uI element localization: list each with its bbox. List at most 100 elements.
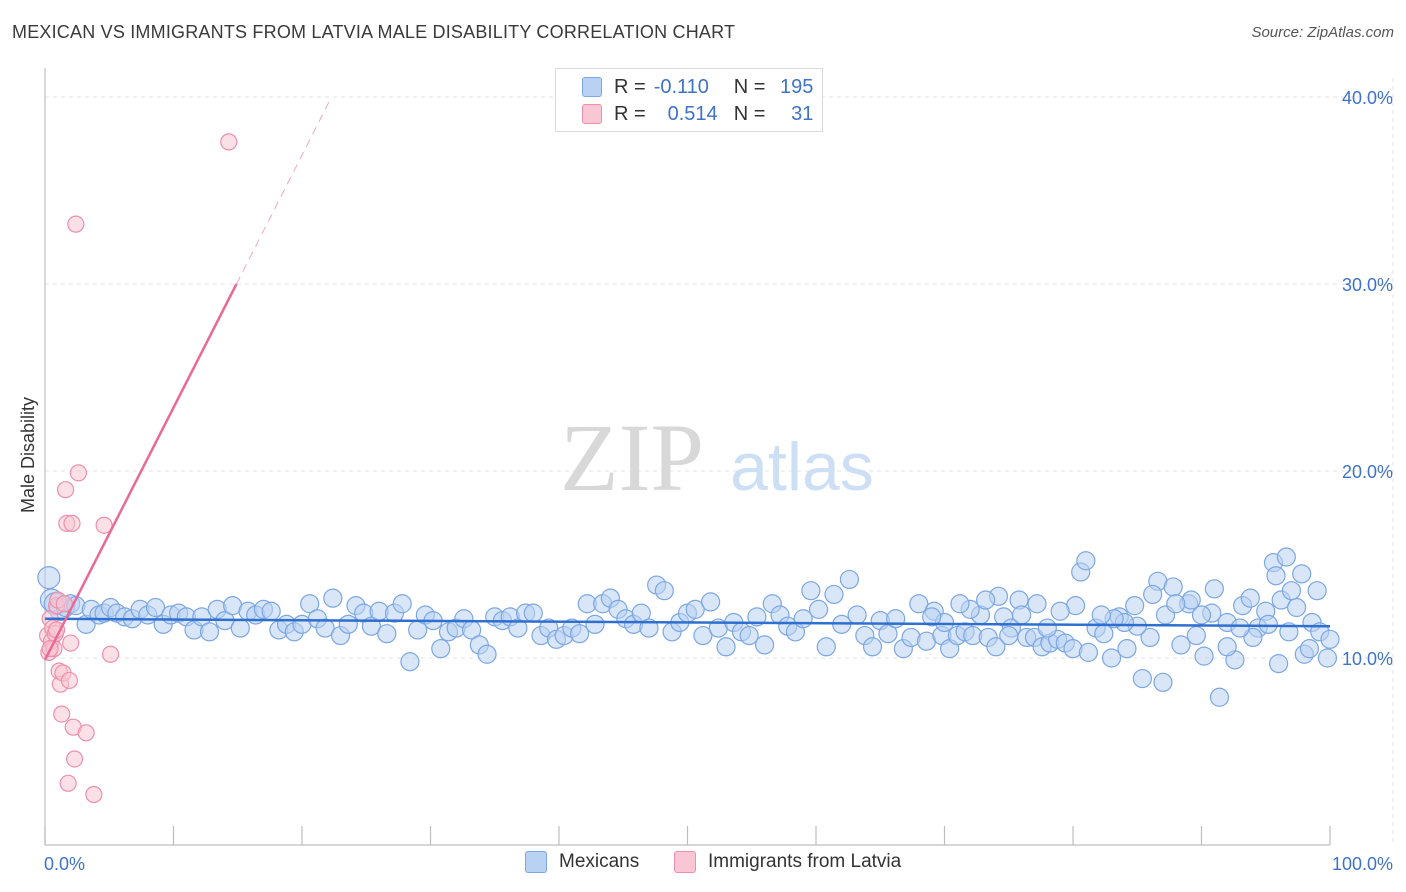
watermark: ZIP atlas bbox=[560, 404, 874, 511]
mexicans-point bbox=[801, 581, 821, 601]
latvia-point bbox=[63, 514, 81, 532]
legend-item-latvia: Immigrants from Latvia bbox=[674, 851, 901, 873]
latvia-point bbox=[220, 133, 238, 151]
latvia-point bbox=[77, 724, 95, 742]
mexicans-point bbox=[261, 601, 281, 621]
mexicans-point bbox=[1320, 629, 1340, 649]
x-tick-label: 100.0% bbox=[1332, 854, 1393, 874]
n-value: 31 bbox=[791, 102, 814, 125]
legend-swatch-blue bbox=[525, 851, 547, 873]
mexicans-point bbox=[793, 609, 813, 629]
mexicans-point bbox=[1194, 646, 1214, 666]
mexicans-point bbox=[1286, 597, 1307, 618]
latvia-point bbox=[85, 785, 103, 804]
latvia-point bbox=[62, 634, 80, 652]
mexicans-point bbox=[716, 637, 736, 657]
mexicans-point bbox=[1166, 594, 1186, 614]
mexicans-point bbox=[315, 618, 335, 638]
legend-item-mexicans: Mexicans bbox=[525, 851, 639, 873]
watermark-zip: ZIP bbox=[560, 404, 704, 511]
mexicans-point bbox=[754, 635, 775, 655]
mexicans-point bbox=[816, 637, 836, 657]
mexicans-point bbox=[886, 609, 906, 629]
mexicans-point bbox=[199, 622, 220, 642]
r-label: R = bbox=[614, 102, 646, 125]
mexicans-point bbox=[1143, 584, 1163, 605]
latvia-point bbox=[101, 645, 120, 663]
latvia-point bbox=[60, 671, 79, 690]
mexicans-point bbox=[192, 607, 212, 627]
trend-lines bbox=[43, 96, 1331, 661]
latvia-point bbox=[65, 750, 84, 768]
mexicans-point bbox=[431, 639, 451, 659]
mexicans-point bbox=[1186, 625, 1206, 646]
mexicans-point bbox=[639, 618, 659, 638]
mexicans-point bbox=[1027, 594, 1047, 614]
latvia-point bbox=[95, 516, 113, 534]
mexicans-point bbox=[847, 605, 867, 625]
mexicans-point bbox=[1230, 618, 1250, 638]
mexicans-point bbox=[1240, 588, 1260, 608]
mexicans-point bbox=[701, 592, 721, 612]
legend-swatch-pink bbox=[674, 851, 696, 873]
n-label: N = bbox=[733, 102, 766, 125]
mexicans-point bbox=[1299, 639, 1320, 659]
mexicans-point bbox=[1266, 566, 1286, 586]
series-mexicans bbox=[37, 547, 1340, 707]
mexicans-point bbox=[1078, 642, 1099, 662]
grid-lines bbox=[45, 78, 1395, 845]
mexicans-point bbox=[569, 624, 590, 644]
series-legend: Mexicans Immigrants from Latvia bbox=[0, 851, 1406, 877]
mexicans-point bbox=[747, 607, 767, 627]
mexicans-point bbox=[1268, 654, 1289, 674]
mexicans-point bbox=[1281, 581, 1302, 601]
n-label: N = bbox=[733, 75, 766, 98]
mexicans-point bbox=[1243, 627, 1263, 648]
series-latvia bbox=[38, 133, 238, 804]
mexicans-point bbox=[377, 624, 397, 644]
mexicans-point bbox=[1258, 614, 1278, 634]
mexicans-point bbox=[400, 652, 420, 672]
mexicans-point bbox=[145, 597, 166, 618]
mexicans-point bbox=[922, 607, 942, 627]
axes bbox=[44, 68, 1331, 846]
chart-title: MEXICAN VS IMMIGRANTS FROM LATVIA MALE D… bbox=[12, 22, 736, 42]
mexicans-point bbox=[1171, 635, 1191, 655]
latvia-trend-extension bbox=[236, 96, 333, 285]
mexicans-point bbox=[392, 594, 412, 614]
legend-row-mexicans: R = -0.110 N = 195 bbox=[582, 75, 813, 99]
mexicans-point bbox=[508, 618, 528, 638]
mexicans-point bbox=[1140, 627, 1160, 648]
mexicans-point bbox=[1217, 637, 1237, 657]
latvia-point bbox=[69, 464, 88, 482]
mexicans-point bbox=[654, 581, 674, 601]
mexicans-point bbox=[523, 603, 543, 623]
y-tick-label: 20.0% bbox=[1342, 462, 1393, 482]
x-tick-label: 0.0% bbox=[44, 854, 85, 874]
y-tick-label: 10.0% bbox=[1342, 649, 1393, 669]
mexicans-point bbox=[1037, 618, 1057, 638]
mexicans-point bbox=[477, 644, 497, 664]
mexicans-point bbox=[839, 569, 860, 590]
watermark-atlas: atlas bbox=[730, 429, 874, 505]
mexicans-point bbox=[1101, 648, 1122, 668]
mexicans-point bbox=[1011, 605, 1032, 625]
mexicans-point bbox=[862, 637, 883, 657]
latvia-point bbox=[56, 481, 75, 499]
y-tick-label: 30.0% bbox=[1342, 275, 1393, 295]
mexicans-point bbox=[585, 614, 605, 634]
mexicans-point bbox=[300, 594, 320, 614]
r-label: R = bbox=[614, 75, 646, 98]
mexicans-point bbox=[950, 594, 970, 614]
latvia-point bbox=[67, 215, 85, 233]
y-tick-label: 40.0% bbox=[1342, 88, 1393, 108]
mexicans-point bbox=[824, 584, 844, 605]
mexicans-point bbox=[1204, 579, 1224, 599]
legend-swatch-blue bbox=[582, 77, 602, 97]
mexicans-point bbox=[323, 588, 343, 608]
mexicans-point bbox=[739, 625, 759, 646]
correlation-legend: R = -0.110 N = 195 R = 0.514 N = 31 bbox=[555, 68, 823, 132]
tick-labels: 10.0% 20.0% 30.0% 40.0% 0.0% 100.0% bbox=[44, 88, 1393, 874]
mexicans-point bbox=[230, 618, 250, 638]
